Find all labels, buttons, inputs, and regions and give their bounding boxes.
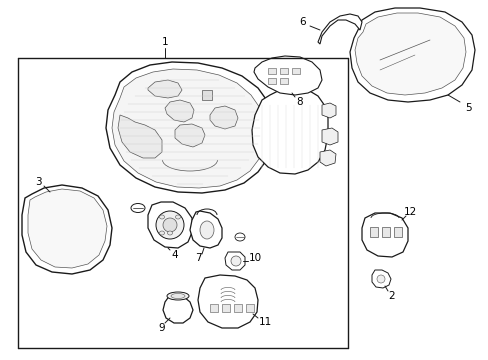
Bar [280,68,287,74]
Polygon shape [361,213,407,257]
Circle shape [156,211,183,239]
Ellipse shape [159,231,164,235]
Circle shape [376,275,384,283]
Text: 4: 4 [171,250,178,260]
Bar [369,227,377,237]
Polygon shape [253,56,321,95]
Text: 12: 12 [403,207,416,217]
Polygon shape [118,115,162,158]
Ellipse shape [200,221,214,239]
Circle shape [163,218,177,232]
Ellipse shape [167,231,172,235]
Ellipse shape [131,203,145,212]
Text: 8: 8 [296,97,303,107]
Polygon shape [164,100,194,122]
Polygon shape [321,128,337,145]
Polygon shape [112,69,263,188]
Bar [267,68,275,74]
Polygon shape [209,106,238,129]
Polygon shape [175,124,204,147]
Bar [209,304,218,312]
Polygon shape [148,202,193,248]
Bar [234,304,242,312]
Text: 7: 7 [194,253,201,263]
Ellipse shape [171,293,184,298]
Text: 11: 11 [258,317,271,327]
Polygon shape [148,80,182,98]
Bar [267,78,275,84]
Polygon shape [321,103,335,118]
Ellipse shape [235,233,244,241]
Bar [245,304,253,312]
Polygon shape [106,62,271,193]
Polygon shape [251,88,327,174]
Text: 6: 6 [299,17,305,27]
Ellipse shape [159,215,164,219]
Polygon shape [319,150,335,166]
Text: 3: 3 [35,177,41,187]
Bar [222,304,229,312]
Bar [280,78,287,84]
Polygon shape [224,252,244,270]
Text: 10: 10 [248,253,261,263]
Text: 9: 9 [159,323,165,333]
Ellipse shape [175,215,180,219]
Polygon shape [22,185,112,274]
Polygon shape [317,14,361,44]
Text: 1: 1 [162,37,168,47]
Text: 5: 5 [464,103,470,113]
Ellipse shape [167,292,189,300]
Bar [202,90,212,100]
Polygon shape [349,8,474,102]
Text: 2: 2 [388,291,394,301]
Bar [291,68,299,74]
Polygon shape [163,294,193,323]
Bar [381,227,389,237]
Polygon shape [28,189,107,268]
Polygon shape [371,270,390,288]
Bar [393,227,401,237]
Polygon shape [190,211,222,248]
Polygon shape [198,275,258,328]
Circle shape [230,256,241,266]
Polygon shape [354,13,465,95]
